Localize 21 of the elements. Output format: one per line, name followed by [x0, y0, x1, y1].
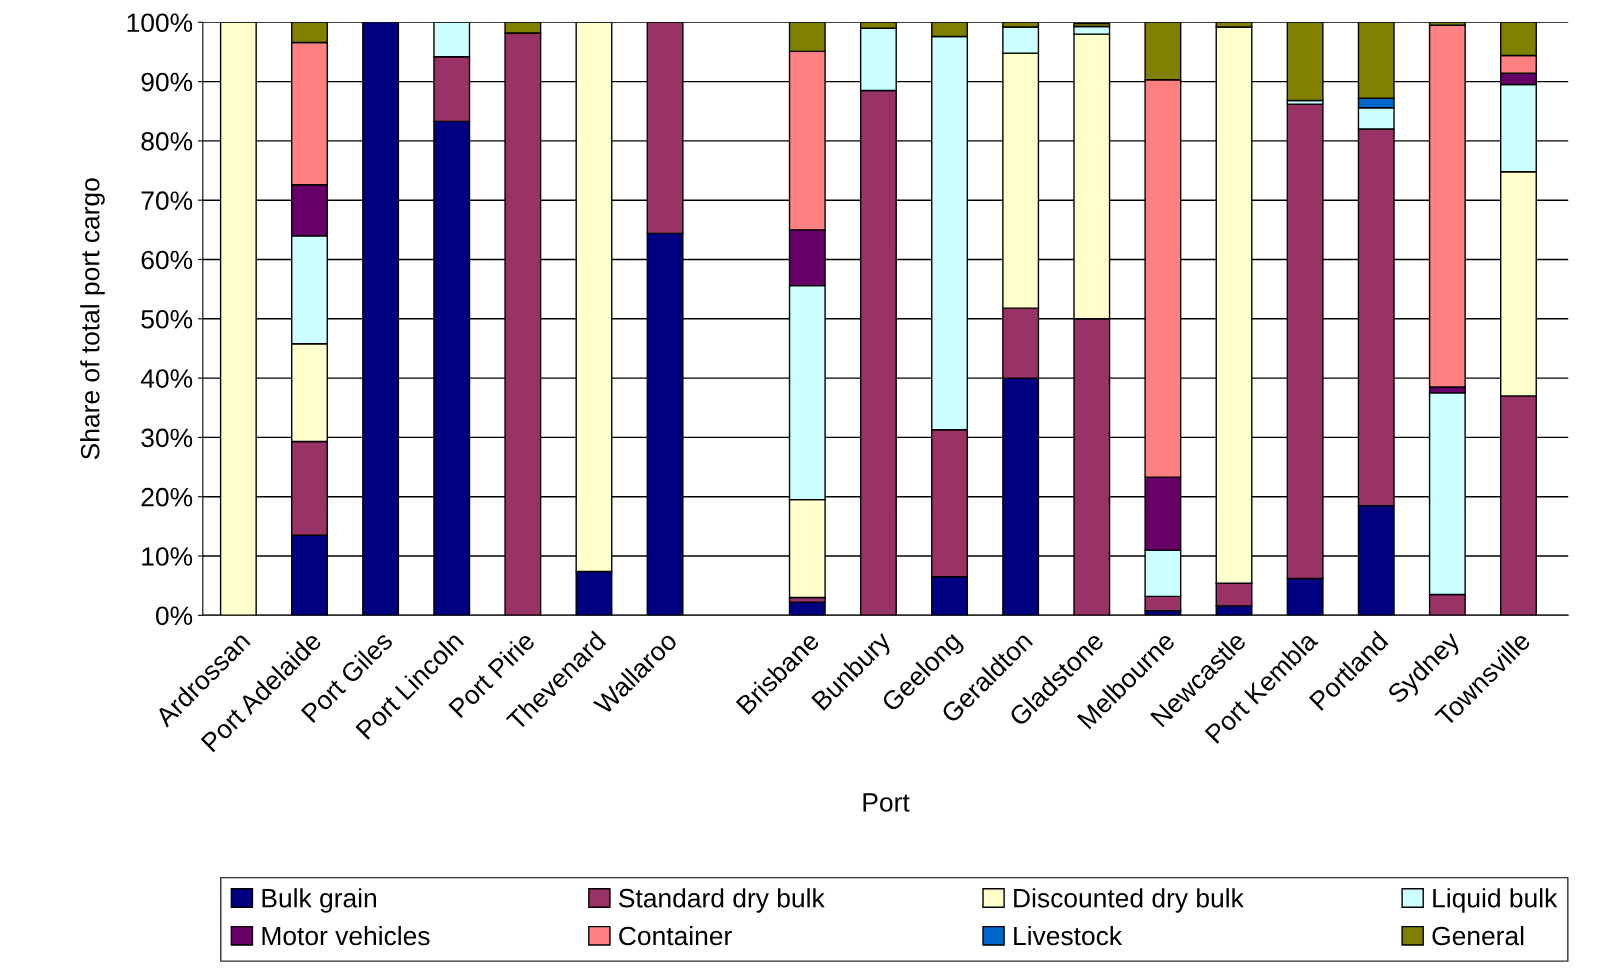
- y-tick-label: 80%: [141, 132, 193, 151]
- legend-label: Container: [619, 925, 732, 946]
- legend-label: Discounted dry bulk: [1014, 888, 1244, 913]
- legend-label: Bulk grain: [262, 888, 377, 913]
- y-tick-label: 50%: [141, 309, 193, 329]
- legend-label: Livestock: [1014, 925, 1123, 946]
- y-axis-title: Share of total port cargo: [80, 178, 105, 460]
- legend-label: General: [1432, 925, 1524, 946]
- y-tick-label: 100%: [127, 13, 193, 33]
- y-tick-label: 10%: [142, 547, 193, 566]
- legend-label: Liquid bulk: [1433, 888, 1558, 913]
- y-tick-label: 90%: [141, 72, 193, 92]
- y-tick-label: 20%: [141, 487, 193, 507]
- y-tick-label: 30%: [141, 428, 193, 448]
- y-tick-label: 40%: [140, 369, 193, 388]
- y-tick-label: 70%: [141, 191, 193, 211]
- x-axis-title: Port: [863, 793, 910, 812]
- y-tick-label: 60%: [141, 250, 193, 270]
- legend-label: Standard dry bulk: [619, 888, 825, 913]
- legend-label: Motor vehicles: [262, 925, 430, 946]
- y-tick-label: 0%: [155, 606, 193, 626]
